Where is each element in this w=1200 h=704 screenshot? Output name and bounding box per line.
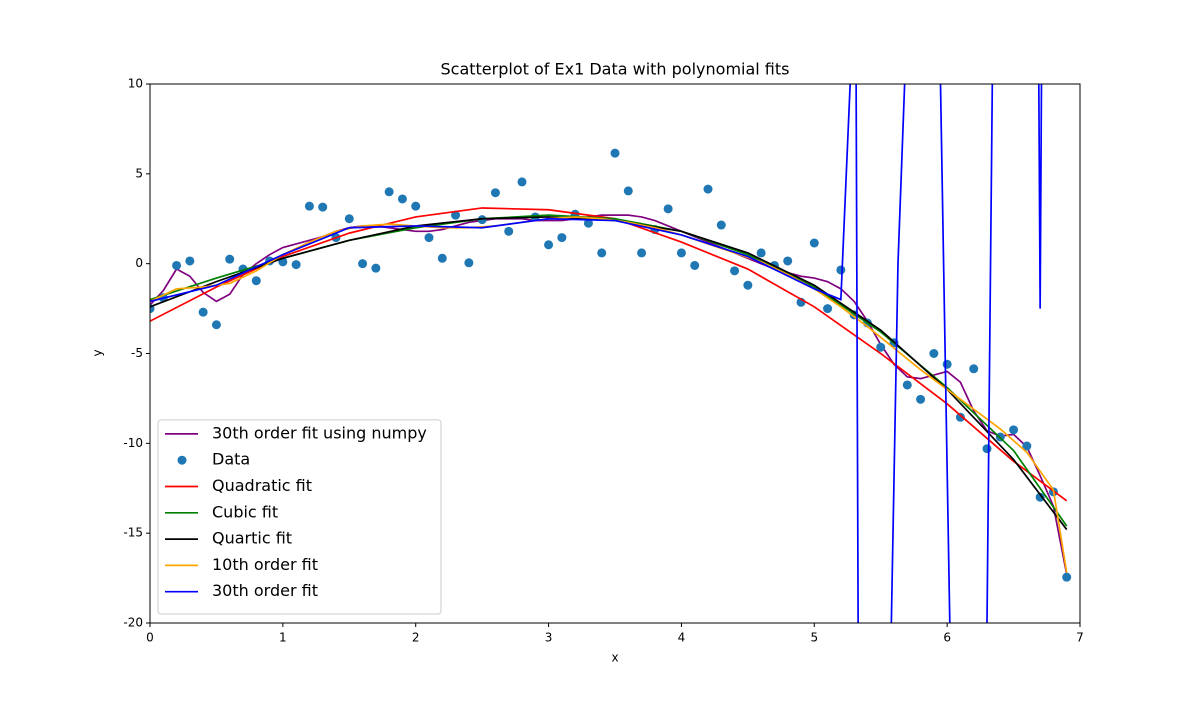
data-point	[451, 210, 461, 220]
data-point	[1062, 572, 1072, 582]
legend-marker	[177, 455, 187, 465]
data-point	[876, 342, 886, 352]
data-point	[1009, 425, 1019, 435]
data-point	[490, 188, 500, 198]
x-axis-label: x	[611, 651, 618, 665]
legend-label: 30th order fit	[212, 581, 318, 600]
data-point	[424, 233, 434, 243]
data-point	[969, 364, 979, 374]
data-point	[690, 260, 700, 270]
data-point	[955, 412, 965, 422]
y-tick-label: -5	[131, 346, 143, 360]
y-tick-label: -20	[123, 616, 143, 630]
data-point	[544, 240, 554, 250]
x-tick-label: 7	[1076, 631, 1084, 645]
data-point	[637, 248, 647, 258]
data-point	[291, 260, 301, 270]
data-point	[358, 259, 368, 269]
x-tick-label: 0	[146, 631, 154, 645]
x-tick-label: 2	[412, 631, 420, 645]
data-point	[623, 186, 633, 196]
legend-label: Cubic fit	[212, 502, 278, 521]
x-tick-label: 4	[678, 631, 686, 645]
data-point	[437, 253, 447, 263]
data-point	[251, 276, 261, 286]
data-point	[225, 254, 235, 264]
data-point	[809, 238, 819, 248]
y-tick-label: 10	[128, 77, 143, 91]
y-axis-label: y	[91, 349, 105, 356]
data-point	[384, 187, 394, 197]
data-point	[756, 248, 766, 258]
x-tick-label: 5	[810, 631, 818, 645]
legend-label: 10th order fit	[212, 555, 318, 574]
data-point	[1022, 441, 1032, 451]
data-point	[1035, 492, 1045, 502]
chart-title: Scatterplot of Ex1 Data with polynomial …	[441, 60, 790, 79]
data-point	[730, 266, 740, 276]
data-point	[397, 194, 407, 204]
legend: 30th order fit using numpy Data Quadratic …	[157, 419, 442, 615]
legend-box	[157, 419, 442, 615]
data-point	[663, 204, 673, 214]
data-point	[464, 258, 474, 268]
data-point	[504, 226, 514, 236]
data-point	[371, 263, 381, 273]
y-tick-label: 0	[135, 256, 143, 270]
data-point	[411, 201, 421, 211]
x-tick-label: 3	[545, 631, 553, 645]
x-tick-label: 6	[943, 631, 951, 645]
y-tick-label: 5	[135, 166, 143, 180]
data-point	[982, 444, 992, 454]
data-point	[185, 256, 195, 266]
data-point	[211, 320, 221, 330]
data-point	[597, 248, 607, 258]
data-point	[902, 380, 912, 390]
data-point	[198, 307, 208, 317]
data-point	[823, 304, 833, 314]
data-point	[743, 280, 753, 290]
data-point	[557, 233, 567, 243]
data-point	[716, 220, 726, 230]
data-point	[172, 260, 182, 270]
data-point	[318, 202, 328, 212]
data-point	[304, 201, 314, 211]
data-point	[344, 214, 354, 224]
data-point	[676, 248, 686, 258]
data-point	[783, 256, 793, 266]
data-point	[517, 177, 527, 187]
legend-label: Quadratic fit	[212, 476, 312, 495]
fit-line	[150, 84, 1043, 623]
legend-label: Data	[212, 450, 250, 469]
legend-label: Quartic fit	[212, 529, 292, 548]
x-tick-label: 1	[279, 631, 287, 645]
data-point	[583, 218, 593, 228]
data-point	[610, 148, 620, 158]
data-point	[929, 349, 939, 358]
y-tick-label: -15	[123, 526, 143, 540]
y-tick-label: -10	[123, 436, 143, 450]
data-point	[942, 359, 952, 369]
plot-frame	[149, 83, 1081, 624]
data-point	[477, 215, 487, 225]
plot-area	[150, 84, 1072, 623]
legend-label: 30th order fit using numpy	[212, 423, 427, 442]
data-point	[836, 265, 846, 275]
data-point	[703, 184, 713, 194]
data-point	[916, 394, 926, 404]
